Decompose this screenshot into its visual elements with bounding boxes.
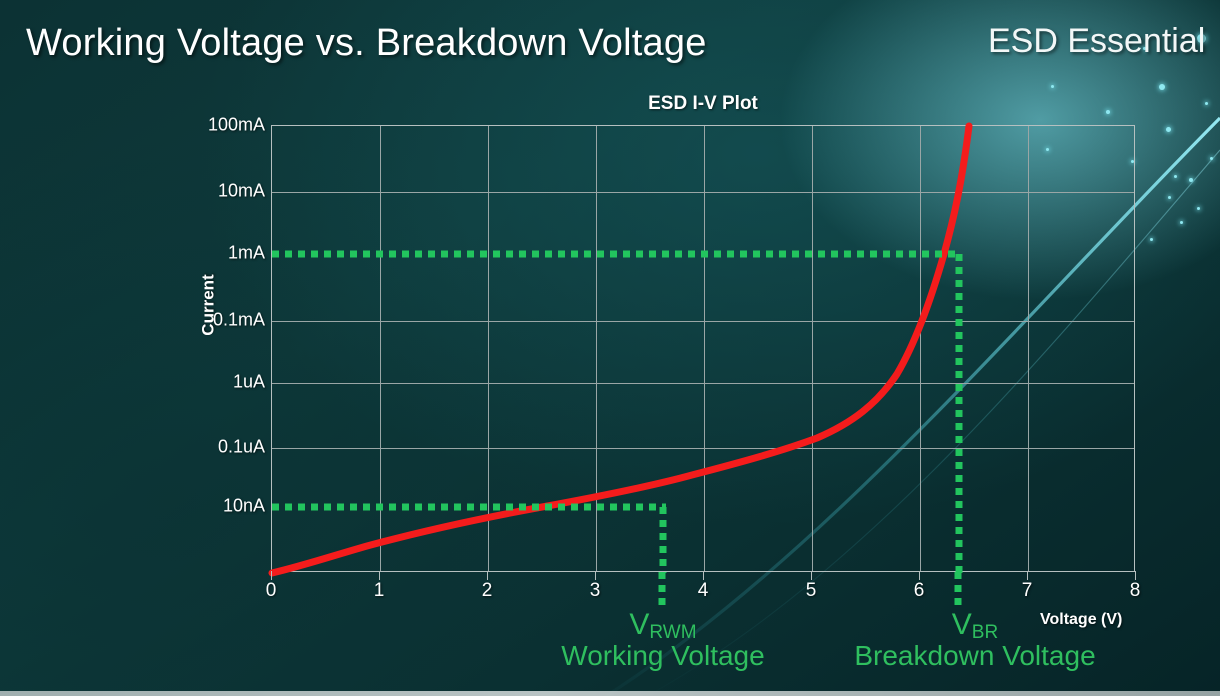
x-tick-label: 6 <box>913 580 925 601</box>
gridline-horizontal <box>272 192 1134 193</box>
page-title: Working Voltage vs. Breakdown Voltage <box>26 22 707 64</box>
annotation-vrwm-subscript: RWM <box>649 622 697 644</box>
brand-label: ESD Essential <box>988 22 1206 60</box>
y-tick-label: 10mA <box>217 180 265 201</box>
gridline-vertical <box>380 126 381 571</box>
marker-vbr-extension <box>954 572 962 610</box>
marker-vrwm-extension <box>658 572 666 610</box>
x-tick-label: 5 <box>805 580 817 601</box>
annotation-vrwm-symbol: V <box>629 608 650 641</box>
y-tick-label: 10nA <box>222 495 265 516</box>
gridline-vertical <box>596 126 597 571</box>
marker-1ma-line <box>272 250 961 258</box>
bottom-accent-bar <box>0 691 1220 696</box>
gridline-horizontal <box>272 383 1134 384</box>
gridline-vertical <box>488 126 489 571</box>
annotation-vbr-symbol: V <box>951 608 972 641</box>
marker-vrwm-line <box>659 507 667 573</box>
gridline-horizontal <box>272 448 1134 449</box>
x-axis-ticks: 0 1 2 3 4 5 6 7 8 <box>266 571 1140 608</box>
gridline-vertical <box>812 126 813 571</box>
x-tick-label: 2 <box>481 580 493 601</box>
plot-area <box>268 122 1135 577</box>
iv-curve <box>268 122 973 577</box>
x-tick-label: 1 <box>373 580 385 601</box>
annotation-vbr: VBR Breakdown Voltage <box>854 608 1095 672</box>
y-axis-ticks: 100mA 10mA 1mA 0.1mA 1uA 0.1uA 10nA <box>170 115 265 572</box>
annotation-vrwm: VRWM Working Voltage <box>561 608 764 672</box>
gridline-vertical <box>920 126 921 571</box>
x-tick-label: 0 <box>265 580 277 601</box>
x-tick-label: 3 <box>589 580 601 601</box>
annotation-vrwm-name: Working Voltage <box>561 640 765 672</box>
gridline-vertical <box>704 126 705 571</box>
x-axis-label: Voltage (V) <box>1040 611 1123 628</box>
marker-10na-line <box>272 503 666 511</box>
y-tick-label: 1uA <box>232 371 265 392</box>
y-tick-label: 1mA <box>227 242 265 263</box>
x-tick-label: 4 <box>697 580 709 601</box>
y-tick-label: 0.1mA <box>212 309 265 330</box>
y-tick-label: 100mA <box>207 114 265 135</box>
x-tick-label: 8 <box>1129 580 1141 601</box>
annotation-vbr-subscript: BR <box>971 622 999 644</box>
annotation-vbr-name: Breakdown Voltage <box>854 640 1096 672</box>
y-tick-label: 0.1uA <box>217 436 265 457</box>
marker-vbr-line <box>955 254 963 573</box>
x-tick-label: 7 <box>1021 580 1033 601</box>
chart-title: ESD I-V Plot <box>648 93 758 114</box>
gridline-vertical <box>1028 126 1029 571</box>
gridline-horizontal <box>272 321 1134 322</box>
